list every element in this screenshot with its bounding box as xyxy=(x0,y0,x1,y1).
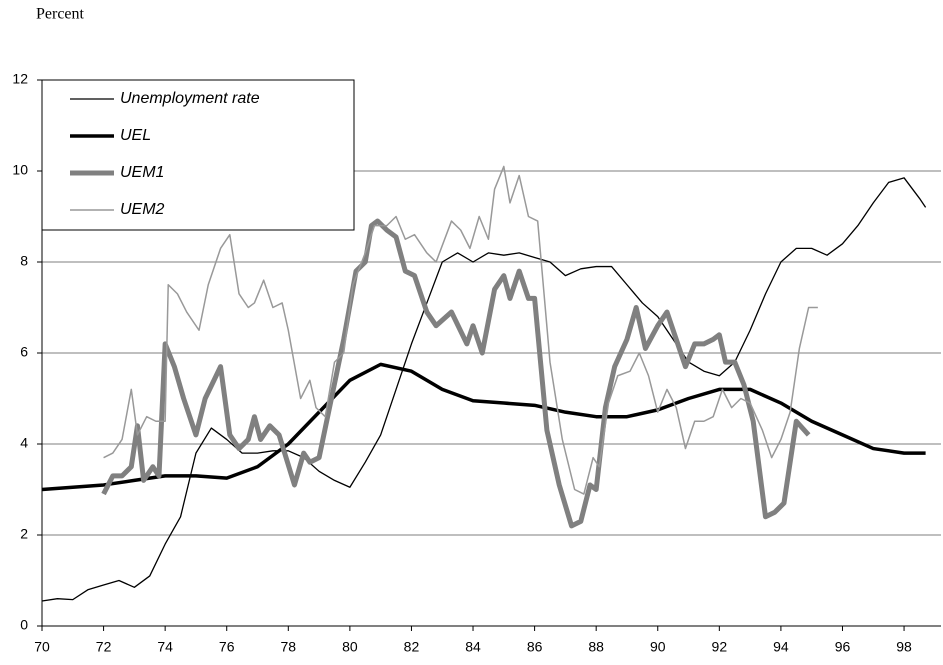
y-axis-label: Percent xyxy=(36,6,85,23)
y-tick-label: 10 xyxy=(12,162,28,178)
y-tick-label: 2 xyxy=(20,526,28,542)
x-tick-label: 94 xyxy=(773,639,789,655)
series-line xyxy=(101,218,811,529)
x-tick-label: 80 xyxy=(342,639,358,655)
y-tick-label: 4 xyxy=(20,435,28,451)
x-tick-label: 76 xyxy=(219,639,235,655)
x-tick-label: 74 xyxy=(157,639,173,655)
legend-box xyxy=(41,79,355,231)
x-tick-label: 72 xyxy=(96,639,112,655)
y-tick-label: 0 xyxy=(20,617,28,633)
x-tick-label: 86 xyxy=(527,639,543,655)
x-tick-label: 96 xyxy=(835,639,851,655)
legend-label: UEM2 xyxy=(120,201,165,218)
series-line xyxy=(41,362,926,492)
x-tick-label: 82 xyxy=(404,639,420,655)
legend-label: Unemployment rate xyxy=(120,90,260,107)
x-tick-label: 92 xyxy=(712,639,728,655)
x-tick-label: 88 xyxy=(588,639,604,655)
legend-label: UEM1 xyxy=(120,164,164,181)
x-tick-label: 78 xyxy=(281,639,297,655)
legend-label: UEL xyxy=(120,127,151,144)
y-tick-label: 12 xyxy=(12,71,28,87)
x-tick-label: 90 xyxy=(650,639,666,655)
x-tick-label: 70 xyxy=(34,639,50,655)
x-tick-label: 84 xyxy=(465,639,481,655)
x-tick-label: 98 xyxy=(896,639,912,655)
y-tick-label: 6 xyxy=(20,344,28,360)
y-tick-label: 8 xyxy=(20,253,28,269)
series-line xyxy=(103,165,818,495)
